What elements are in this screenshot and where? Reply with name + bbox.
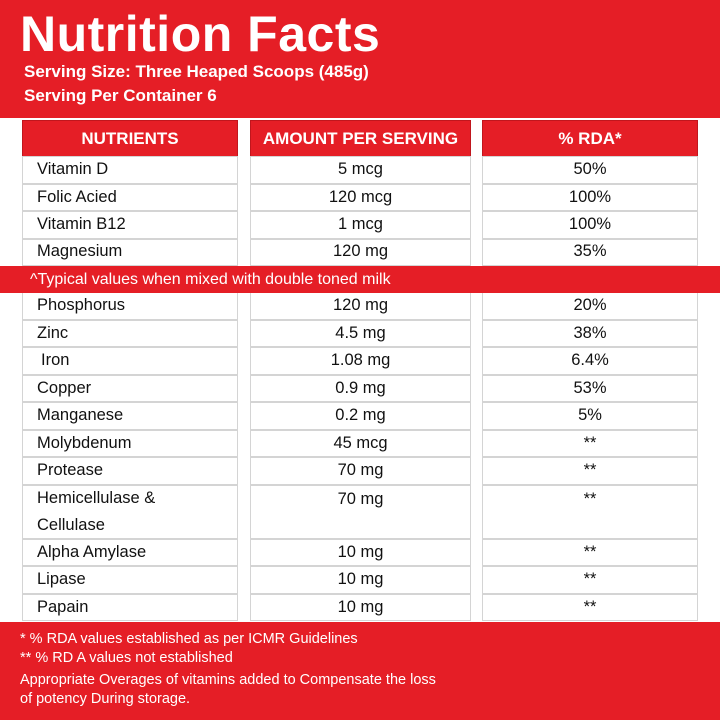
nutrient-name: Vitamin B12 [22,211,238,239]
nutrient-name: Magnesium [22,238,238,266]
nutrient-name-multiline: Hemicellulase & Cellulase [22,484,238,539]
nutrient-rda: 50% [482,156,698,184]
nutrient-rda: 35% [482,238,698,266]
typical-values-banner: ^Typical values when mixed with double t… [0,266,720,293]
nutrient-name: Papain [22,593,238,621]
nutrient-amount: 120 mg [250,238,471,266]
nutrient-name: Iron [22,347,238,375]
nutrient-name: Copper [22,374,238,402]
nutrient-name: Folic Acied [22,183,238,211]
page-title: Nutrition Facts [20,6,381,62]
nutrient-amount: 1 mcg [250,211,471,239]
nutrition-table: NUTRIENTS AMOUNT PER SERVING % RDA* Vita… [0,118,720,622]
nutrient-rda: 38% [482,319,698,347]
nutrient-amount: 70 mg [250,457,471,485]
servings-per-container: Serving Per Container 6 [24,86,217,105]
nutrient-rda: 5% [482,402,698,430]
nutrient-name: Vitamin D [22,156,238,184]
nutrient-amount: 5 mcg [250,156,471,184]
nutrient-name: Phosphorus [22,292,238,320]
nutrient-rda: ** [482,429,698,457]
nutrient-rda: 100% [482,183,698,211]
nutrient-rda: ** [482,457,698,485]
nutrient-amount: 1.08 mg [250,347,471,375]
header: Nutrition Facts Serving Size: Three Heap… [0,0,720,118]
nutrient-rda: 53% [482,374,698,402]
nutrient-amount: 120 mcg [250,183,471,211]
nutrient-name: Molybdenum [22,429,238,457]
nutrient-rda: ** [482,593,698,621]
serving-size: Serving Size: Three Heaped Scoops (485g) [24,62,369,81]
nutrient-amount: 10 mg [250,538,471,566]
nutrient-rda: ** [482,538,698,566]
nutrient-rda: ** [482,484,698,539]
nutrient-amount: 0.2 mg [250,402,471,430]
nutrient-amount: 4.5 mg [250,319,471,347]
nutrient-name: Alpha Amylase [22,538,238,566]
column-header-amount: AMOUNT PER SERVING [250,120,471,158]
footnote-overages-cont: of potency During storage. [20,691,191,707]
nutrient-amount: 0.9 mg [250,374,471,402]
footnote-rda-established: * % RDA values established as per ICMR G… [20,631,358,647]
column-header-nutrients: NUTRIENTS [22,120,238,158]
column-header-rda: % RDA* [482,120,698,158]
nutrient-name-line1: Hemicellulase & [37,488,156,507]
nutrient-name: Protease [22,457,238,485]
nutrient-amount: 120 mg [250,292,471,320]
footnote-overages: Appropriate Overages of vitamins added t… [20,672,436,688]
nutrient-rda: 6.4% [482,347,698,375]
nutrient-amount: 45 mcg [250,429,471,457]
nutrient-rda: 20% [482,292,698,320]
nutrient-name: Lipase [22,566,238,594]
nutrient-name: Manganese [22,402,238,430]
nutrient-name: Zinc [22,319,238,347]
footer-notes: * % RDA values established as per ICMR G… [0,622,720,720]
nutrient-amount: 10 mg [250,566,471,594]
nutrient-name-line2: Cellulase [37,515,105,534]
nutrient-amount: 10 mg [250,593,471,621]
nutrient-rda: 100% [482,211,698,239]
nutrient-rda: ** [482,566,698,594]
footnote-rda-not-established: ** % RD A values not established [20,650,233,666]
nutrient-amount: 70 mg [250,484,471,539]
